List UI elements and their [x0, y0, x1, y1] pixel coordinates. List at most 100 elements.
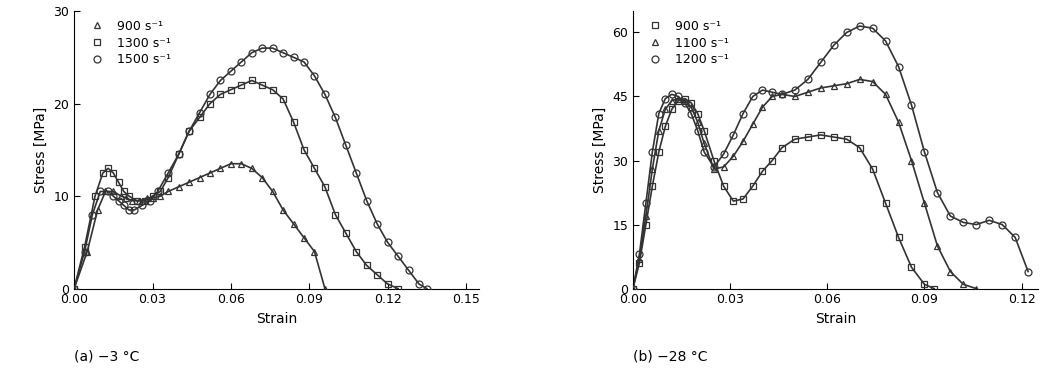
1300 s⁻¹: [89, 194, 102, 198]
900 s⁻¹: [879, 201, 892, 205]
900 s⁻¹: [918, 282, 931, 286]
1500 s⁻¹: [235, 60, 248, 64]
1100 s⁻¹: [892, 120, 904, 124]
900 s⁻¹: [125, 198, 138, 203]
1500 s⁻¹: [162, 171, 175, 175]
1500 s⁻¹: [420, 286, 433, 291]
1200 s⁻¹: [905, 103, 918, 107]
1500 s⁻¹: [183, 129, 196, 134]
1300 s⁻¹: [214, 92, 227, 97]
1300 s⁻¹: [78, 245, 91, 249]
1100 s⁻¹: [854, 77, 866, 82]
1500 s⁻¹: [112, 198, 125, 203]
1500 s⁻¹: [107, 194, 120, 198]
1500 s⁻¹: [128, 208, 141, 212]
1200 s⁻¹: [775, 92, 788, 97]
Y-axis label: Stress [MPa]: Stress [MPa]: [34, 107, 48, 193]
1100 s⁻¹: [707, 167, 720, 171]
900 s⁻¹: [141, 196, 154, 200]
1200 s⁻¹: [983, 218, 995, 222]
1300 s⁻¹: [102, 166, 114, 171]
900 s⁻¹: [671, 98, 684, 103]
1500 s⁻¹: [349, 171, 362, 175]
1500 s⁻¹: [256, 46, 269, 50]
900 s⁻¹: [841, 137, 854, 141]
900 s⁻¹: [100, 189, 112, 194]
900 s⁻¹: [717, 184, 730, 188]
900 s⁻¹: [287, 222, 300, 226]
1500 s⁻¹: [144, 198, 157, 203]
1200 s⁻¹: [679, 101, 692, 105]
1100 s⁻¹: [717, 165, 730, 169]
1500 s⁻¹: [246, 50, 258, 55]
1200 s⁻¹: [671, 94, 684, 99]
1500 s⁻¹: [413, 282, 426, 286]
Text: (a) −3 °C: (a) −3 °C: [74, 350, 140, 364]
1200 s⁻¹: [854, 24, 866, 28]
1300 s⁻¹: [123, 194, 136, 198]
1200 s⁻¹: [841, 30, 854, 35]
900 s⁻¹: [633, 261, 646, 265]
1500 s⁻¹: [118, 203, 130, 208]
900 s⁻¹: [692, 111, 704, 116]
1300 s⁻¹: [287, 120, 300, 124]
900 s⁻¹: [854, 145, 866, 150]
1300 s⁻¹: [225, 88, 237, 92]
900 s⁻¹: [665, 107, 678, 111]
Legend: 900 s⁻¹, 1100 s⁻¹, 1200 s⁻¹: 900 s⁻¹, 1100 s⁻¹, 1200 s⁻¹: [636, 15, 734, 71]
1200 s⁻¹: [789, 88, 802, 92]
1500 s⁻¹: [360, 198, 373, 203]
900 s⁻¹: [775, 145, 788, 150]
1300 s⁻¹: [130, 198, 143, 203]
1300 s⁻¹: [118, 189, 130, 194]
1200 s⁻¹: [640, 201, 652, 205]
900 s⁻¹: [114, 194, 127, 198]
1500 s⁻¹: [392, 254, 405, 258]
1100 s⁻¹: [775, 92, 788, 97]
1300 s⁻¹: [68, 286, 80, 291]
1300 s⁻¹: [107, 171, 120, 175]
Text: (b) −28 °C: (b) −28 °C: [633, 350, 707, 364]
1300 s⁻¹: [360, 263, 373, 268]
1200 s⁻¹: [665, 92, 678, 97]
1300 s⁻¹: [329, 212, 342, 217]
1500 s⁻¹: [266, 46, 279, 50]
1300 s⁻¹: [162, 175, 175, 180]
1100 s⁻¹: [665, 98, 678, 103]
900 s⁻¹: [276, 208, 289, 212]
1300 s⁻¹: [139, 198, 151, 203]
900 s⁻¹: [173, 185, 185, 189]
1100 s⁻¹: [659, 107, 671, 111]
1500 s⁻¹: [276, 50, 289, 55]
1200 s⁻¹: [726, 133, 739, 137]
X-axis label: Strain: Strain: [256, 312, 298, 326]
1100 s⁻¹: [698, 141, 711, 146]
1300 s⁻¹: [203, 101, 216, 106]
Line: 900 s⁻¹: 900 s⁻¹: [629, 95, 937, 292]
900 s⁻¹: [747, 184, 759, 188]
1100 s⁻¹: [905, 158, 918, 163]
Line: 1300 s⁻¹: 1300 s⁻¹: [71, 77, 401, 292]
Line: 900 s⁻¹: 900 s⁻¹: [71, 160, 328, 292]
1100 s⁻¹: [685, 105, 698, 110]
900 s⁻¹: [866, 167, 879, 171]
1200 s⁻¹: [814, 60, 827, 64]
1500 s⁻¹: [123, 208, 136, 212]
1500 s⁻¹: [136, 203, 148, 208]
1200 s⁻¹: [646, 150, 659, 154]
900 s⁻¹: [68, 286, 80, 291]
1100 s⁻¹: [827, 84, 840, 88]
900 s⁻¹: [928, 286, 940, 291]
1100 s⁻¹: [841, 81, 854, 86]
1200 s⁻¹: [652, 111, 665, 116]
900 s⁻¹: [162, 189, 175, 194]
1100 s⁻¹: [866, 79, 879, 84]
900 s⁻¹: [298, 236, 310, 240]
1300 s⁻¹: [381, 282, 394, 286]
1200 s⁻¹: [627, 286, 640, 291]
1300 s⁻¹: [154, 189, 166, 194]
Legend: 900 s⁻¹, 1300 s⁻¹, 1500 s⁻¹: 900 s⁻¹, 1300 s⁻¹, 1500 s⁻¹: [78, 15, 176, 71]
1300 s⁻¹: [256, 83, 269, 87]
1200 s⁻¹: [1009, 235, 1022, 240]
900 s⁻¹: [827, 135, 840, 139]
